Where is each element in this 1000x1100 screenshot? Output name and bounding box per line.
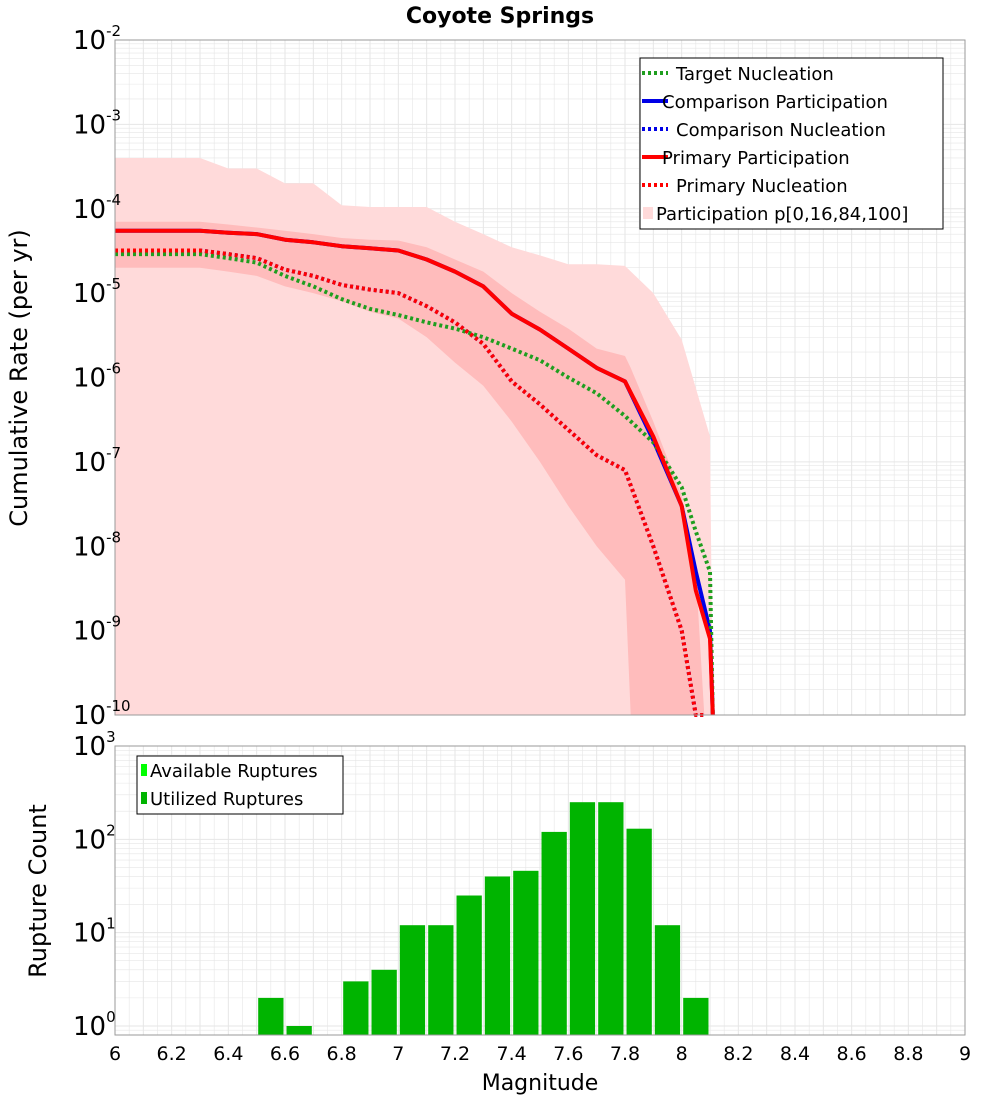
band-p16-p84 (115, 221, 705, 716)
rate-y-tick-label: 10-6 (73, 360, 121, 394)
rate-legend-label: Participation p[0,16,84,100] (656, 204, 908, 225)
legend-swatch-bar (141, 792, 147, 804)
band-p0-p100 (115, 158, 713, 715)
bar-utilized (598, 802, 624, 1035)
rate-series-lines (115, 228, 715, 717)
rate-y-ticks: 10-2 10-3 10-4 10-5 10-6 10-7 10-8 10-9 10-10 (73, 22, 131, 731)
rate-plot-border (114, 39, 966, 716)
rate-y-axis-label: Cumulative Rate (per yr) (5, 229, 33, 527)
bar-utilized (626, 828, 652, 1035)
bar-utilized (513, 870, 539, 1035)
series-primary-nucleation (115, 248, 705, 717)
rate-y-tick-label: 10-8 (73, 528, 121, 562)
x-tick-label: 6.6 (270, 1043, 300, 1065)
rate-legend-label: Primary Participation (662, 148, 850, 169)
x-axis-label: Magnitude (482, 1071, 599, 1096)
count-y-axis-label: Rupture Count (24, 804, 52, 978)
x-tick-label: 7.4 (497, 1043, 527, 1065)
rate-legend-label: Target Nucleation (675, 64, 834, 85)
bar-utilized (541, 831, 567, 1035)
legend-swatch-bar (141, 764, 147, 776)
count-panel: 103 102 101 100 6 6.2 6.4 6.6 6.8 7 7.2 7.4 7.6 7.8 8… (24, 728, 971, 1096)
bar-utilized (654, 925, 681, 1035)
bar-utilized (428, 925, 454, 1035)
rate-legend-label: Comparison Nucleation (676, 120, 886, 141)
count-y-tick-label: 102 (73, 821, 116, 855)
rate-y-tick-label: 10-3 (73, 106, 121, 140)
count-legend: Available Ruptures Utilized Ruptures (136, 755, 344, 815)
series-target-nucleation (115, 252, 715, 716)
x-ticks: 6 6.2 6.4 6.6 6.8 7 7.2 7.4 7.6 7.8 8 8.2 8.4 8.6 8.8 9 (109, 1043, 971, 1065)
count-legend-label: Available Ruptures (150, 761, 318, 782)
rate-y-tick-label: 10-2 (73, 22, 121, 56)
participation-bands (115, 158, 713, 716)
x-tick-label: 6.8 (327, 1043, 357, 1065)
rate-legend: Target Nucleation Comparison Participatio… (639, 57, 944, 230)
count-y-tick-label: 103 (73, 728, 116, 762)
bar-utilized (371, 969, 397, 1035)
x-tick-label: 9 (959, 1043, 971, 1065)
bar-utilized (569, 802, 596, 1035)
x-tick-label: 7.2 (440, 1043, 470, 1065)
count-grid (114, 746, 966, 1036)
count-y-tick-label: 101 (73, 915, 116, 949)
rate-panel: 10-2 10-3 10-4 10-5 10-6 10-7 10-8 10-9 10-10 Cu… (5, 22, 966, 731)
rate-legend-box (639, 57, 944, 230)
legend-swatch-band (643, 207, 653, 219)
rate-legend-label: Primary Nucleation (676, 176, 848, 197)
x-tick-label: 6.2 (157, 1043, 187, 1065)
rate-y-tick-label: 10-5 (73, 275, 121, 309)
bar-utilized (286, 1026, 312, 1035)
bar-utilized (484, 876, 511, 1035)
count-legend-label: Utilized Ruptures (150, 789, 303, 810)
bar-utilized (683, 997, 709, 1035)
bar-utilized (258, 997, 284, 1035)
x-tick-label: 8 (676, 1043, 688, 1065)
x-tick-label: 8.8 (893, 1043, 923, 1065)
count-bars (258, 802, 709, 1035)
rate-y-tick-label: 10-4 (73, 191, 121, 225)
rate-y-tick-label: 10-9 (73, 613, 121, 647)
count-legend-box (136, 755, 344, 815)
bar-utilized (456, 895, 482, 1035)
x-tick-label: 7 (392, 1043, 404, 1065)
chart-title: Coyote Springs (406, 4, 594, 29)
rate-legend-label: Comparison Participation (662, 92, 888, 113)
rate-y-tick-label: 10-10 (73, 697, 131, 731)
bar-utilized (343, 981, 369, 1035)
count-plot-border (114, 745, 966, 1036)
series-primary-participation (115, 228, 715, 716)
x-tick-label: 7.8 (610, 1043, 640, 1065)
x-tick-label: 6.4 (213, 1043, 243, 1065)
x-tick-label: 6 (109, 1043, 121, 1065)
x-tick-label: 7.6 (553, 1043, 583, 1065)
count-y-tick-label: 100 (73, 1008, 116, 1042)
x-tick-label: 8.2 (723, 1043, 753, 1065)
count-y-ticks: 103 102 101 100 (73, 728, 116, 1042)
rate-y-tick-label: 10-7 (73, 444, 121, 478)
bar-utilized (399, 925, 426, 1035)
x-tick-label: 8.4 (780, 1043, 810, 1065)
x-tick-label: 8.6 (837, 1043, 867, 1065)
